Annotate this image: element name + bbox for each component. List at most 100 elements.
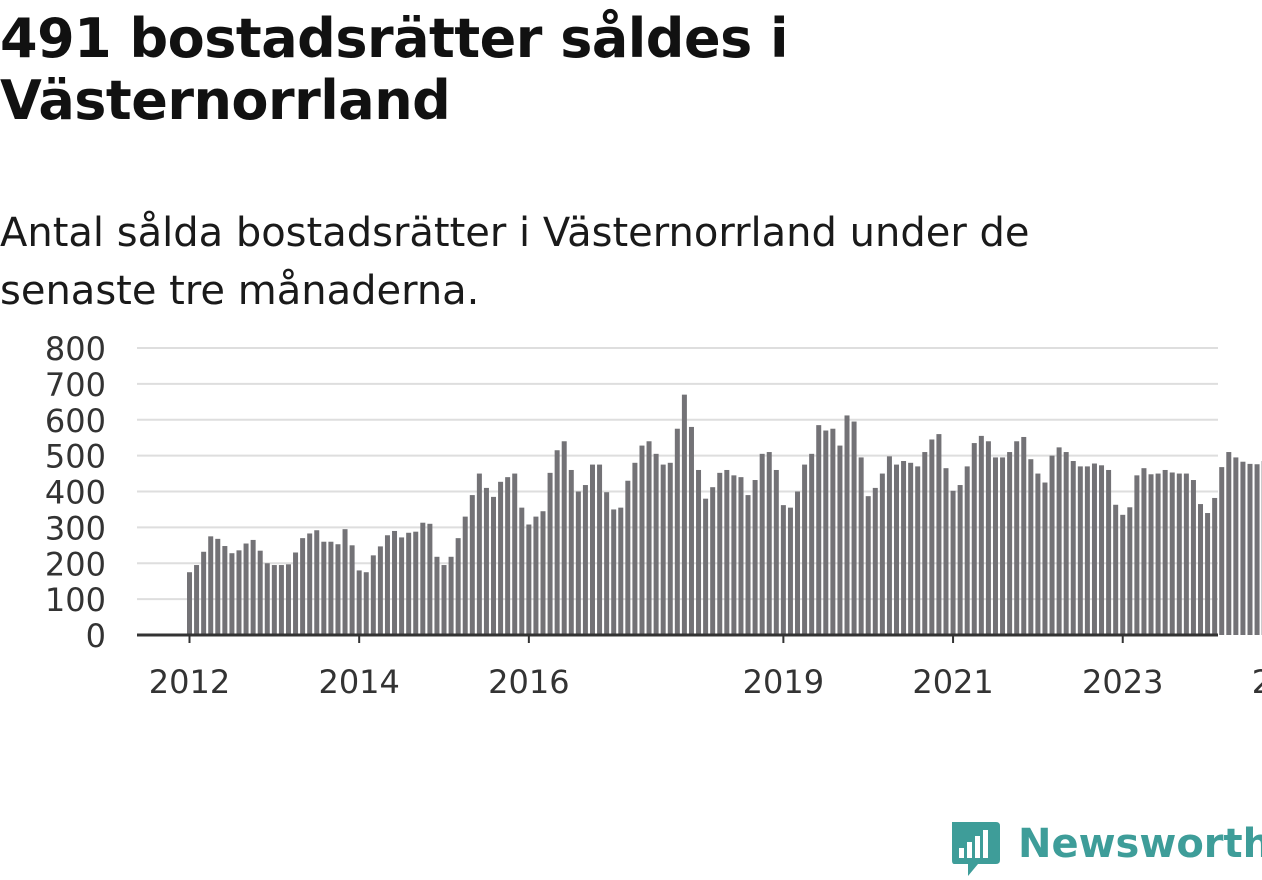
bar — [519, 508, 524, 635]
bar — [1163, 470, 1168, 635]
bar — [1198, 504, 1203, 635]
bar — [816, 425, 821, 635]
bar — [371, 555, 376, 635]
bar — [1000, 457, 1005, 635]
bar — [1014, 441, 1019, 635]
y-tick-label: 300 — [45, 509, 106, 547]
bar — [1057, 447, 1062, 635]
bar — [597, 465, 602, 635]
bar — [823, 431, 828, 635]
y-tick-label: 600 — [45, 402, 106, 440]
bar — [526, 525, 531, 636]
bar — [222, 546, 227, 635]
bar — [668, 463, 673, 635]
bar — [873, 488, 878, 635]
bar — [724, 470, 729, 635]
bar — [746, 495, 751, 635]
bar — [258, 551, 263, 635]
bar — [533, 517, 538, 635]
bar — [859, 457, 864, 635]
bar — [265, 563, 270, 635]
bar — [1219, 467, 1224, 635]
bar — [484, 488, 489, 635]
bar — [321, 542, 326, 635]
bar — [845, 415, 850, 635]
x-tick-label: 2019 — [743, 663, 824, 700]
bar — [837, 446, 842, 635]
y-tick-label: 400 — [45, 474, 106, 512]
x-tick-label: 2023 — [1082, 663, 1163, 700]
y-tick-label: 500 — [45, 438, 106, 476]
bar — [731, 475, 736, 635]
bar — [993, 457, 998, 635]
bar — [958, 485, 963, 635]
bar — [335, 544, 340, 635]
bar — [272, 565, 277, 635]
bar — [1141, 468, 1146, 635]
bar — [1050, 456, 1055, 635]
bar — [1021, 437, 1026, 635]
bar — [639, 446, 644, 635]
bar — [548, 473, 553, 635]
y-tick-label: 700 — [45, 366, 106, 404]
bar — [541, 511, 546, 635]
bar — [215, 539, 220, 635]
bar — [251, 540, 256, 635]
bar — [328, 542, 333, 635]
bar — [979, 436, 984, 635]
y-tick-label: 800 — [45, 330, 106, 368]
bar — [753, 480, 758, 635]
bar — [703, 499, 708, 635]
bar — [880, 474, 885, 635]
bar — [498, 482, 503, 635]
bar — [1177, 474, 1182, 635]
bar — [632, 463, 637, 635]
bar — [675, 429, 680, 635]
bar — [1028, 459, 1033, 635]
bar — [943, 468, 948, 635]
bar — [236, 550, 241, 635]
bar — [915, 466, 920, 635]
bar — [434, 557, 439, 635]
bar — [1233, 457, 1238, 635]
bar — [654, 454, 659, 635]
newsworthy-logo: Newsworthy — [948, 818, 1260, 878]
bar — [583, 485, 588, 635]
bar — [809, 454, 814, 635]
bar — [392, 531, 397, 635]
bar — [710, 487, 715, 635]
bar — [936, 434, 941, 635]
bar — [894, 465, 899, 635]
bar — [357, 570, 362, 635]
bar — [244, 544, 249, 635]
bar — [1042, 483, 1047, 635]
bar — [491, 497, 496, 635]
bar — [774, 470, 779, 635]
bar — [760, 454, 765, 635]
bar — [604, 492, 609, 635]
bar — [1113, 505, 1118, 635]
bar — [830, 429, 835, 635]
bar — [767, 452, 772, 635]
bar — [1184, 474, 1189, 635]
bar — [1064, 452, 1069, 635]
bar — [413, 532, 418, 635]
bar — [420, 523, 425, 635]
bar — [887, 456, 892, 635]
bar — [1092, 464, 1097, 635]
bar — [1149, 474, 1154, 635]
bar — [738, 477, 743, 635]
bar — [590, 465, 595, 635]
bar — [951, 491, 956, 635]
x-tick-label: 2016 — [488, 663, 569, 700]
newsworthy-logo-icon — [948, 820, 1004, 880]
bar — [717, 473, 722, 635]
bar — [449, 557, 454, 635]
bar — [1007, 452, 1012, 635]
bar — [802, 465, 807, 635]
bar — [647, 441, 652, 635]
bar — [307, 533, 312, 635]
bar — [456, 538, 461, 635]
